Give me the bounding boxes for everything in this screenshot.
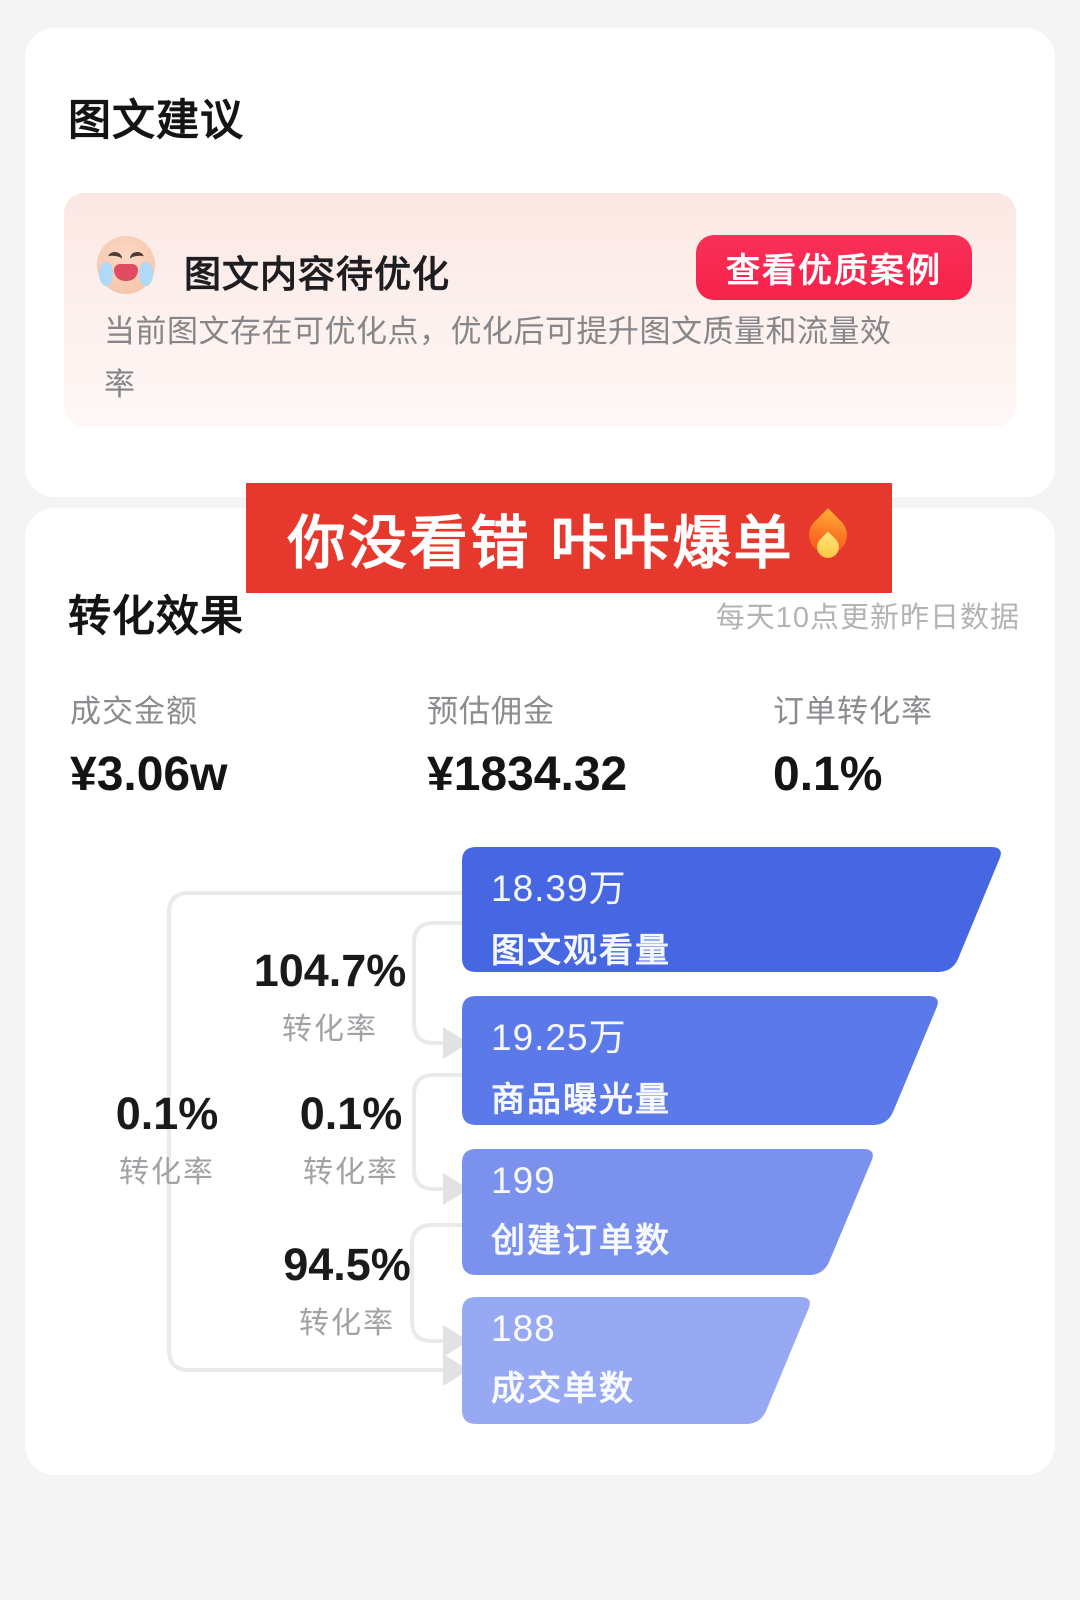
- conversion-rate-label: 转化率: [303, 1156, 399, 1189]
- stage-label: 创建订单数: [491, 1222, 671, 1260]
- suggestion-card: 图文建议 图文内容待优化 查看优质案例 当前图文存在可优化点，优化后可提升图文质…: [25, 28, 1055, 497]
- conversion-card: 转化效果 每天10点更新昨日数据 成交金额 ¥3.06w 预估佣金 ¥1834.…: [25, 508, 1055, 1475]
- conversion-rate-label: 转化率: [299, 1307, 395, 1340]
- promo-banner-text: 你没看错 咔咔爆单: [287, 511, 795, 576]
- connector-1-2: [412, 921, 462, 1045]
- funnel-bar-2: [462, 996, 938, 1125]
- stat-label: 订单转化率: [773, 694, 933, 729]
- funnel-stage-4: 188 成交单数: [491, 1308, 635, 1410]
- funnel-stage-3: 199 创建订单数: [491, 1160, 671, 1262]
- fire-icon: [800, 508, 855, 566]
- stage-value: 188: [491, 1308, 556, 1349]
- stat-order-conversion: 订单转化率 0.1%: [773, 686, 933, 802]
- stage-value: 199: [491, 1160, 556, 1201]
- funnel-stage-2: 19.25万 商品曝光量: [491, 1007, 671, 1121]
- arrow-into-stage3: [443, 1173, 469, 1205]
- stat-value: 0.1%: [773, 748, 883, 801]
- stage-value: 18.39万: [491, 868, 627, 909]
- funnel-chart: [167, 847, 1001, 1424]
- promo-banner: 你没看错 咔咔爆单: [246, 483, 892, 593]
- alert-headline: 图文内容待优化: [184, 254, 450, 295]
- connector-overall: [167, 891, 462, 1372]
- stat-gmv: 成交金额 ¥3.06w: [70, 686, 227, 802]
- conversion-rate-1-2: 104.7% 转化率: [230, 945, 430, 1048]
- conversion-rate-label: 转化率: [119, 1156, 215, 1189]
- arrow-into-stage2: [443, 1027, 469, 1059]
- crying-face-icon: [97, 236, 155, 294]
- conversion-rate-label: 转化率: [282, 1013, 378, 1046]
- content-optimization-alert: 图文内容待优化 查看优质案例 当前图文存在可优化点，优化后可提升图文质量和流量效…: [64, 193, 1016, 427]
- stage-label: 商品曝光量: [491, 1081, 671, 1119]
- suggestion-card-title: 图文建议: [68, 97, 244, 145]
- conversion-rate-value: 94.5%: [283, 1239, 411, 1290]
- connector-2-3: [412, 1073, 462, 1191]
- conversion-rate-2-3: 0.1% 转化率: [251, 1088, 451, 1191]
- conversion-rate-value: 104.7%: [253, 945, 407, 996]
- funnel-bar-1: [462, 847, 1001, 972]
- alert-description: 当前图文存在可优化点，优化后可提升图文质量和流量效率: [104, 314, 892, 402]
- conversion-card-title: 转化效果: [68, 593, 244, 641]
- arrow-overall: [443, 1354, 469, 1386]
- stage-label: 成交单数: [491, 1370, 635, 1408]
- stat-label: 成交金额: [70, 694, 198, 729]
- funnel-bar-3: [462, 1149, 873, 1275]
- conversion-rate-value: 0.1%: [299, 1088, 403, 1139]
- stat-commission: 预估佣金 ¥1834.32: [427, 686, 627, 802]
- stage-label: 图文观看量: [491, 932, 671, 970]
- arrow-into-stage4: [443, 1325, 469, 1357]
- conversion-rate-value: 0.1%: [115, 1088, 219, 1139]
- conversion-rate-3-4: 94.5% 转化率: [247, 1239, 447, 1342]
- stat-label: 预估佣金: [427, 694, 555, 729]
- view-quality-cases-button[interactable]: 查看优质案例: [696, 235, 972, 300]
- stat-value: ¥1834.32: [427, 748, 628, 801]
- stat-value: ¥3.06w: [70, 748, 228, 801]
- funnel-bar-4: [462, 1297, 810, 1424]
- funnel-stage-1: 18.39万 图文观看量: [491, 858, 671, 972]
- connector-3-4: [410, 1223, 462, 1343]
- data-update-note: 每天10点更新昨日数据: [715, 602, 1020, 634]
- conversion-rate-overall: 0.1% 转化率: [67, 1088, 267, 1191]
- stage-value: 19.25万: [491, 1017, 627, 1058]
